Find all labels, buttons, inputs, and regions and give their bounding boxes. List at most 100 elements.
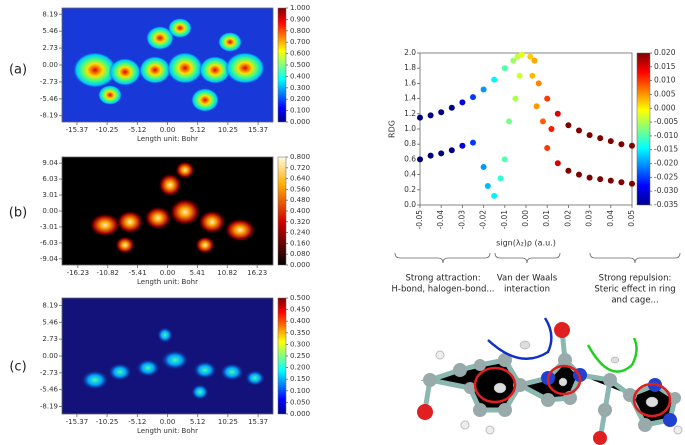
- x-tick-label: 0.03: [585, 210, 594, 227]
- y-tick-label: 0.8: [404, 139, 416, 148]
- y-tick-label: 0.4: [404, 170, 416, 179]
- x-tick-label: 0.04: [606, 210, 615, 227]
- colorbar-tick-label: 0.600: [290, 50, 310, 58]
- y-tick-label: 6.03: [42, 175, 58, 183]
- annotation: H-bond, halogen-bond...: [392, 285, 495, 295]
- point: [470, 139, 476, 146]
- y-tick-label: -9.04: [40, 255, 59, 263]
- colorbar-tick-label: 0.000: [290, 410, 310, 418]
- x-tick-label: 5.12: [190, 126, 206, 134]
- point: [459, 142, 466, 149]
- colorbar-tick-label: 1.000: [290, 4, 310, 12]
- y-tick-label: 0.00: [42, 352, 58, 360]
- y-tick-label: 8.19: [42, 301, 58, 309]
- point: [618, 179, 625, 186]
- point: [427, 152, 434, 159]
- colorbar-tick-label: 0.240: [290, 229, 310, 237]
- y-tick-label: -2.73: [40, 78, 58, 86]
- colorbar-tick-label: 0.000: [290, 118, 310, 126]
- point: [516, 72, 523, 79]
- point: [539, 118, 546, 125]
- colorbar-tick-label: 0.300: [290, 84, 310, 92]
- point: [529, 72, 536, 79]
- map-image-b: [62, 157, 273, 265]
- point: [470, 94, 476, 101]
- point: [510, 57, 517, 64]
- point: [491, 192, 498, 199]
- x-tick-label: -0.04: [436, 210, 445, 230]
- point: [484, 183, 491, 189]
- colorbar-tick-label: 0.400: [290, 317, 310, 325]
- annotation: Van der Waals: [497, 274, 558, 284]
- y-tick-label: -8.19: [40, 403, 58, 411]
- point: [629, 142, 635, 149]
- map-image-a: [62, 8, 273, 122]
- x-tick-label: -15.37: [66, 418, 89, 426]
- point: [544, 145, 551, 151]
- x-tick-label: 0.05: [627, 210, 636, 227]
- molecule-image: [417, 317, 683, 445]
- x-tick-label: 15.37: [248, 126, 268, 134]
- point: [597, 176, 604, 183]
- point: [565, 167, 572, 174]
- y-tick-label: 0.00: [42, 207, 58, 215]
- point: [501, 156, 508, 163]
- annotation-braces: [394, 252, 681, 264]
- point: [448, 104, 455, 111]
- point: [448, 147, 455, 154]
- x-tick-label: -15.37: [66, 126, 89, 134]
- y-tick-label: -5.46: [40, 95, 59, 103]
- point: [506, 118, 513, 125]
- point: [512, 95, 519, 102]
- x-tick-label: -5.12: [128, 126, 146, 134]
- colorbar-tick-label: 0.320: [290, 218, 310, 226]
- y-axis-label: RDG: [388, 120, 397, 138]
- x-tick-label: 0.00: [160, 418, 176, 426]
- y-tick-label: 0.0: [404, 200, 416, 209]
- y-tick-label: -6.03: [40, 239, 58, 247]
- point: [438, 150, 445, 157]
- colorbar-tick-label: 0.015: [654, 62, 676, 71]
- point: [544, 95, 551, 102]
- colorbar-tick-label: 0.720: [290, 164, 310, 172]
- colorbar-tick-label: -0.015: [654, 145, 678, 154]
- point: [438, 109, 445, 116]
- annotation: Steric effect in ring: [594, 285, 675, 295]
- x-axis-label: sign(λ₂)ρ (a.u.): [496, 239, 556, 248]
- y-tick-label: 1.2: [404, 109, 416, 118]
- y-tick-label: -3.01: [40, 223, 58, 231]
- x-tick-label: 0.00: [160, 269, 176, 277]
- y-tick-label: 2.73: [42, 335, 58, 343]
- point: [518, 51, 525, 58]
- point: [607, 138, 614, 145]
- point: [607, 177, 614, 184]
- x-axis-label: Length unit: Bohr: [137, 427, 198, 435]
- panel-label: (c): [9, 360, 26, 375]
- x-tick-label: -5.41: [129, 269, 147, 277]
- colorbar-tick-label: 0.400: [290, 72, 310, 80]
- y-tick-label: -2.73: [40, 369, 58, 377]
- colorbar: [277, 297, 287, 415]
- colorbar-tick-label: -0.030: [654, 186, 678, 195]
- y-tick-label: 0.6: [404, 154, 416, 163]
- point: [527, 53, 534, 60]
- annotation: Strong repulsion:: [599, 274, 672, 284]
- x-axis-label: Length unit: Bohr: [137, 135, 198, 143]
- x-tick-label: 10.25: [218, 418, 238, 426]
- colorbar-tick-label: 0.500: [290, 294, 310, 302]
- colorbar-tick-label: 0.500: [290, 61, 310, 69]
- colorbar-tick-label: -0.010: [654, 131, 678, 140]
- x-tick-label: -10.25: [96, 418, 119, 426]
- colorbar-tick-label: 0.200: [290, 364, 310, 372]
- x-tick-label: -10.25: [96, 126, 119, 134]
- point: [501, 65, 508, 72]
- colorbar-tick-label: 0.800: [290, 153, 310, 161]
- colorbar-tick-label: 0.400: [290, 207, 310, 215]
- y-tick-label: 5.46: [42, 27, 58, 35]
- x-tick-label: 0.00: [160, 126, 176, 134]
- point: [480, 86, 487, 93]
- x-tick-label: 0.01: [542, 210, 551, 227]
- x-tick-label: 16.23: [247, 269, 267, 277]
- y-tick-label: 9.04: [42, 159, 58, 167]
